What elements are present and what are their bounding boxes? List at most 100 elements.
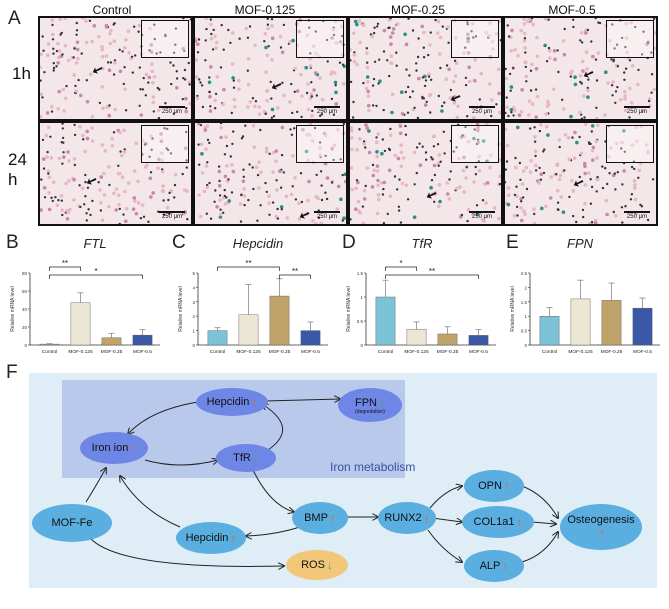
arrow-tfr-to-bmp	[252, 469, 294, 512]
scale-bar: 250 μm	[314, 211, 340, 220]
cell-speckles	[40, 123, 189, 224]
node-iron-ion-label: Iron ion	[91, 442, 129, 454]
cell-speckles	[197, 123, 346, 224]
node-mof-fe: MOF-Fe	[32, 504, 112, 542]
down-arrow-icon: ↓	[379, 395, 385, 409]
iron-metabolism-label: Iron metabolism	[330, 460, 416, 474]
arrow-iron-to-tfr	[144, 460, 218, 466]
x-tick-label: MOF-0.125	[68, 349, 93, 355]
x-tick-label: MOF-0.25	[437, 349, 459, 355]
cell-speckles	[350, 18, 501, 119]
y-tick-label: 3	[192, 300, 195, 305]
x-tick-label: Control	[378, 349, 393, 355]
node-tfr-label: TfR	[233, 452, 251, 464]
chart-title-ftl: FTL	[83, 236, 107, 251]
column-header-control: Control	[92, 3, 132, 17]
up-arrow-icon: ↑	[516, 515, 523, 529]
significance-label: *	[399, 259, 402, 268]
arrow-col1a1-to-osteogenesis	[531, 522, 556, 524]
node-hepcidin-top: Hepcidin ↑	[196, 388, 268, 416]
y-axis-label: Relative mRNA level	[10, 286, 16, 332]
scale-bar-label: 250 μm	[471, 214, 493, 220]
y-tick-label: 60	[22, 289, 28, 294]
y-tick-label: 4	[192, 285, 195, 290]
micrograph-1h-mof025: ➚ 250 μm	[350, 18, 501, 119]
node-alp: ALP ↑	[464, 550, 524, 582]
zoom-inset	[296, 20, 344, 58]
bar-mof0125	[238, 314, 259, 346]
significance-bracket	[49, 274, 143, 279]
y-tick-label: 1.5	[357, 271, 364, 276]
arrow-opn-to-osteogenesis	[521, 485, 558, 518]
row-header-24h: 24 h	[8, 150, 27, 189]
significance-label: **	[245, 259, 251, 268]
significance-bracket	[217, 266, 280, 271]
up-arrow-icon: ↑	[251, 395, 258, 409]
micrograph-24h-control: ➚ 250 μm	[40, 123, 191, 224]
node-runx2-label: RUNX2	[384, 512, 422, 524]
y-tick-label: 0	[524, 343, 527, 348]
zoom-inset	[606, 125, 654, 163]
scale-bar-label: 250 μm	[316, 214, 338, 220]
panel-letter-a: A	[8, 8, 21, 29]
y-axis-label: Relative mRNA level	[178, 286, 184, 332]
scale-bar-label: 250 μm	[161, 214, 183, 220]
scale-bar: 250 μm	[624, 106, 650, 115]
y-tick-label: 0	[192, 343, 195, 348]
node-fpn: FPN ↓ (degredation)	[338, 388, 402, 422]
y-tick-label: 0.5	[521, 329, 528, 334]
panel-letter-b: B	[6, 232, 19, 253]
x-tick-label: MOF-0.125	[568, 349, 593, 355]
panel-letter-e: E	[506, 232, 519, 253]
significance-bracket	[385, 266, 417, 271]
significance-label: **	[292, 267, 298, 276]
x-tick-label: MOF-0.5	[469, 349, 488, 355]
arrow-bmp-to-hepcidin	[246, 526, 301, 536]
panel-letter-c: C	[172, 232, 186, 253]
zoom-inset	[606, 20, 654, 58]
arrow-runx2-to-opn	[429, 486, 462, 509]
micrograph-grid: ➚ 250 μm ➚ 250 μm ➚ 250 μm ➚ 250 μm ➚ 250 μm ➚ 250 …	[38, 16, 658, 226]
significance-bracket	[385, 274, 479, 279]
up-arrow-icon: ↑	[503, 479, 510, 493]
node-bmp-label: BMP	[304, 512, 328, 524]
significance-bracket	[279, 274, 311, 279]
significance-label: **	[62, 259, 68, 268]
up-arrow-icon: ↑	[230, 531, 237, 545]
micrograph-1h-mof05: ➚ 250 μm	[505, 18, 656, 119]
y-tick-label: 5	[192, 271, 195, 276]
node-opn: OPN ↑	[464, 470, 524, 502]
bar-control	[39, 343, 60, 346]
scale-bar-label: 250 μm	[471, 109, 493, 115]
x-tick-label: Control	[210, 349, 225, 355]
node-osteogenesis: Osteogenesis ↑	[560, 504, 642, 550]
node-opn-label: OPN	[478, 480, 502, 492]
arrow-alp-to-osteogenesis	[521, 532, 558, 563]
significance-bracket	[49, 266, 81, 271]
y-tick-label: 2.5	[521, 271, 528, 276]
chart-title-hepcidin: Hepcidin	[232, 236, 284, 251]
scale-bar-label: 250 μm	[626, 214, 648, 220]
y-tick-label: 2	[524, 285, 527, 290]
node-mof-fe-label: MOF-Fe	[51, 517, 93, 529]
x-tick-label: MOF-0.5	[133, 349, 152, 355]
node-ros: ROS ↓	[286, 550, 348, 580]
scale-bar-label: 250 μm	[316, 109, 338, 115]
arrow-hepcidin-to-iron-lower	[120, 476, 181, 528]
y-tick-label: 80	[22, 271, 28, 276]
arrow-mof-to-iron	[85, 468, 106, 503]
up-arrow-icon: ↑	[423, 511, 430, 525]
node-hepcidin-bottom: Hepcidin ↑	[176, 522, 246, 554]
bar-control	[539, 316, 560, 346]
node-tfr: TfR ↓	[216, 444, 276, 472]
scale-bar-label: 250 μm	[161, 109, 183, 115]
y-tick-label: 1	[524, 314, 527, 319]
zoom-inset	[296, 125, 344, 163]
x-tick-label: MOF-0.5	[633, 349, 652, 355]
scale-bar: 250 μm	[624, 211, 650, 220]
chart-title-fpn: FPN	[567, 236, 593, 251]
y-tick-label: 0	[24, 343, 27, 348]
node-alp-label: ALP	[479, 560, 501, 572]
scale-bar: 250 μm	[314, 106, 340, 115]
